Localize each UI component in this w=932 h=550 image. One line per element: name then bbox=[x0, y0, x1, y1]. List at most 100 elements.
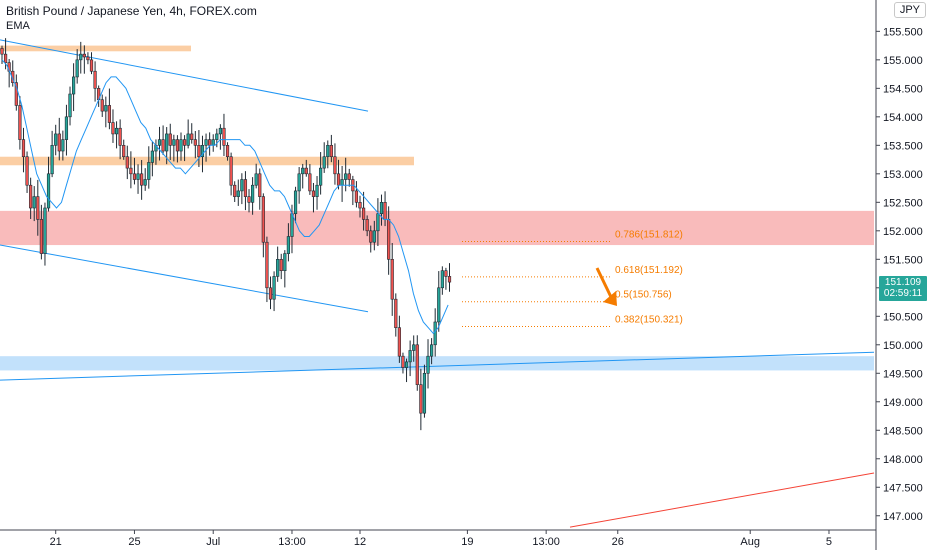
zone-orange-top[interactable] bbox=[0, 45, 191, 52]
candle-body bbox=[136, 173, 140, 180]
candle-body bbox=[225, 145, 230, 158]
time-tick-label: 21 bbox=[50, 536, 62, 548]
price-tick-label: 154.000 bbox=[883, 112, 923, 124]
candle-body bbox=[86, 56, 90, 61]
candle-body bbox=[251, 184, 255, 203]
candle-body bbox=[336, 173, 341, 186]
price-tick-label: 152.500 bbox=[883, 197, 923, 209]
candle-body bbox=[329, 145, 333, 158]
candle-body bbox=[132, 173, 137, 180]
candle-body bbox=[218, 127, 222, 135]
time-tick-label: 25 bbox=[128, 536, 140, 548]
candle-body bbox=[104, 105, 108, 112]
candle-body bbox=[240, 179, 244, 192]
candle-body bbox=[447, 276, 452, 283]
candle-body bbox=[200, 145, 205, 158]
candle-body bbox=[394, 298, 398, 328]
candle-body bbox=[89, 59, 94, 72]
support-trendline[interactable] bbox=[0, 351, 875, 381]
candle-body bbox=[372, 230, 376, 243]
candle-body bbox=[39, 219, 43, 254]
zones-layer bbox=[0, 45, 874, 371]
trendlines-layer bbox=[0, 39, 875, 528]
candle-body bbox=[75, 59, 79, 78]
candle-body bbox=[190, 133, 194, 140]
candle-body bbox=[340, 179, 344, 186]
candle-body bbox=[440, 270, 444, 289]
time-tick-label: Aug bbox=[740, 536, 760, 548]
candle-body bbox=[107, 105, 111, 123]
candle-body bbox=[25, 156, 29, 186]
price-tick-label: 154.500 bbox=[883, 83, 923, 95]
candle-body bbox=[165, 133, 169, 152]
candle-body bbox=[412, 344, 416, 351]
candle-body bbox=[276, 259, 280, 277]
candle-body bbox=[93, 70, 97, 89]
time-tick-label: 5 bbox=[826, 536, 832, 548]
candle-body bbox=[308, 173, 312, 192]
candle-body bbox=[376, 213, 380, 232]
candle-body bbox=[347, 173, 351, 180]
indicator-label[interactable]: EMA bbox=[6, 20, 30, 32]
ema-line[interactable] bbox=[1, 59, 449, 335]
candle-body bbox=[204, 139, 208, 146]
candle-body bbox=[222, 127, 226, 146]
time-tick-label: 13:00 bbox=[532, 536, 560, 548]
candle-body bbox=[211, 139, 215, 146]
candle-body bbox=[272, 276, 276, 300]
candle-body bbox=[254, 173, 258, 186]
candle-body bbox=[429, 344, 434, 357]
candle-body bbox=[369, 230, 373, 243]
candle-body bbox=[404, 361, 409, 368]
candle-body bbox=[193, 139, 197, 146]
zone-support[interactable] bbox=[0, 356, 874, 371]
candle-body bbox=[0, 48, 4, 55]
channel-upper-line[interactable] bbox=[0, 39, 369, 112]
candle-body bbox=[43, 207, 47, 254]
currency-button[interactable]: JPY bbox=[893, 2, 926, 18]
candle-body bbox=[172, 139, 176, 146]
candle-body bbox=[387, 219, 391, 260]
projection-arrow-head[interactable] bbox=[603, 291, 617, 306]
time-tick-label: 12 bbox=[354, 536, 366, 548]
candle-body bbox=[333, 156, 337, 175]
candle-body bbox=[319, 167, 323, 186]
projection-arrow-shaft[interactable] bbox=[595, 267, 613, 298]
candle-body bbox=[57, 133, 61, 152]
fib-level-label: 0.786(151.812) bbox=[615, 230, 683, 241]
candle-body bbox=[261, 196, 265, 243]
zone-resistance[interactable] bbox=[0, 210, 874, 246]
price-tick-label: 155.000 bbox=[883, 55, 923, 67]
price-tick-label: 151.500 bbox=[883, 254, 923, 266]
candle-body bbox=[390, 259, 394, 300]
candle-body bbox=[72, 76, 76, 95]
zone-orange-mid[interactable] bbox=[0, 156, 414, 166]
candle-body bbox=[361, 207, 366, 220]
candle-body bbox=[408, 350, 412, 363]
candle-body bbox=[32, 196, 36, 209]
channel-lower-line[interactable] bbox=[0, 244, 369, 313]
candle-body bbox=[157, 139, 162, 146]
candle-body bbox=[426, 355, 430, 374]
candle-body bbox=[118, 127, 122, 146]
candle-body bbox=[82, 53, 86, 58]
candle-body bbox=[129, 167, 133, 175]
candle-body bbox=[175, 139, 180, 152]
price-tick-label: 149.000 bbox=[883, 397, 923, 409]
red-trendline[interactable] bbox=[569, 472, 875, 528]
candle-body bbox=[114, 127, 119, 135]
candle-body bbox=[344, 173, 348, 180]
candle-body bbox=[304, 167, 308, 175]
fib-layer: 0.786(151.812) 0.618(151.192) 0.5(150.756)… bbox=[462, 230, 683, 327]
candle-body bbox=[140, 173, 144, 186]
candle-body bbox=[322, 156, 326, 169]
last-price-value: 151.109 bbox=[884, 277, 922, 288]
candle-body bbox=[236, 190, 240, 197]
time-tick-label: Jul bbox=[206, 536, 220, 548]
time-tick-label: 13:00 bbox=[278, 536, 306, 548]
candle-body bbox=[29, 184, 33, 209]
ema-layer bbox=[1, 59, 449, 335]
candle-body bbox=[243, 179, 248, 197]
